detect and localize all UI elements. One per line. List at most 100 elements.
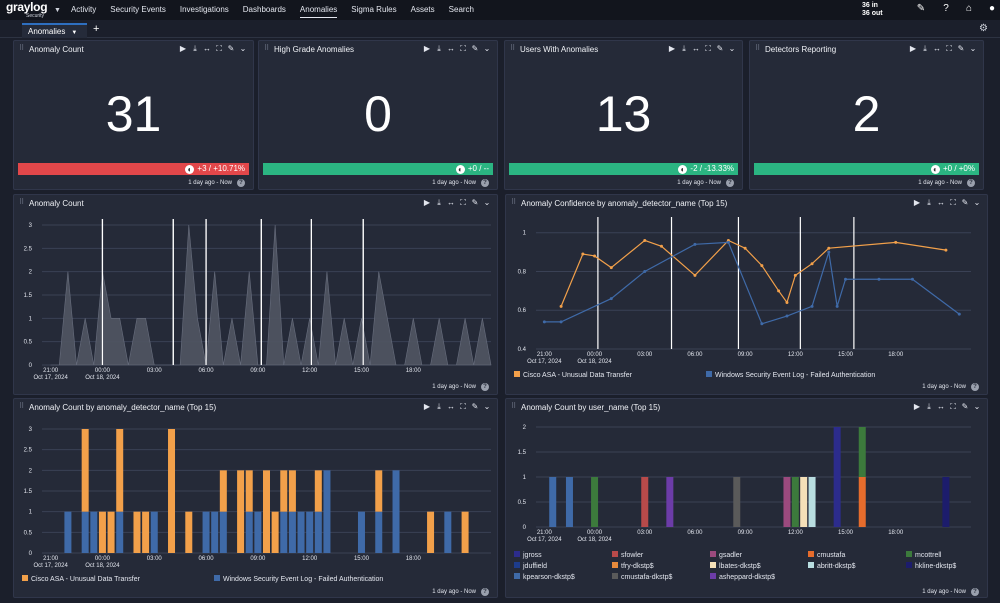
fullscreen-icon[interactable]: ⛶ — [460, 402, 466, 411]
fullscreen-icon[interactable]: ⛶ — [460, 44, 466, 53]
edit-icon[interactable]: ✎ — [957, 44, 965, 53]
play-icon[interactable]: ▶ — [913, 198, 921, 207]
tab-anomalies[interactable]: Anomalies ▼ — [22, 23, 88, 38]
user-icon[interactable]: ● — [988, 3, 996, 14]
legend-item[interactable]: lbates-dkstp$ — [710, 562, 761, 570]
edit-icon[interactable]: ✎ — [916, 3, 926, 14]
nav-item-investigations[interactable]: Investigations — [179, 5, 229, 14]
help-icon[interactable]: ? — [237, 179, 245, 187]
nav-item-sigma-rules[interactable]: Sigma Rules — [351, 5, 397, 14]
add-tab-button[interactable]: + — [93, 23, 100, 35]
legend-item[interactable]: Cisco ASA - Unusual Data Transfer — [514, 371, 632, 379]
legend-item[interactable]: kpearson-dkstp$ — [514, 573, 575, 581]
legend-item[interactable]: abritt-dkstp$ — [808, 562, 856, 570]
expand-horizontal-icon[interactable]: ↔ — [933, 44, 941, 53]
edit-icon[interactable]: ✎ — [961, 198, 969, 207]
throughput-indicator[interactable]: 36 in 36 out — [862, 2, 883, 18]
legend-item[interactable]: asheppard-dkstp$ — [710, 573, 775, 581]
chevron-down-icon[interactable]: ⌄ — [973, 402, 981, 411]
chevron-down-icon[interactable]: ⌄ — [483, 198, 491, 207]
drag-handle-icon[interactable]: ⠿ — [511, 199, 517, 206]
home-icon[interactable]: ⌂ — [965, 3, 973, 14]
play-icon[interactable]: ▶ — [668, 44, 676, 53]
expand-horizontal-icon[interactable]: ↔ — [447, 402, 455, 411]
legend-item[interactable]: cmustafa — [808, 551, 845, 559]
fullscreen-icon[interactable]: ⛶ — [946, 44, 952, 53]
help-icon[interactable]: ? — [967, 179, 975, 187]
drag-handle-icon[interactable]: ⠿ — [511, 403, 517, 410]
legend-item[interactable]: cmustafa-dkstp$ — [612, 573, 672, 581]
expand-horizontal-icon[interactable]: ↔ — [447, 44, 455, 53]
play-icon[interactable]: ▶ — [423, 198, 431, 207]
play-icon[interactable]: ▶ — [909, 44, 917, 53]
play-icon[interactable]: ▶ — [179, 44, 187, 53]
play-icon[interactable]: ▶ — [423, 402, 431, 411]
legend-item[interactable]: Cisco ASA - Unusual Data Transfer — [22, 575, 140, 583]
download-icon[interactable]: ⤓ — [193, 44, 197, 53]
download-icon[interactable]: ⤓ — [437, 44, 441, 53]
nav-item-dashboards[interactable]: Dashboards — [242, 5, 286, 14]
chevron-down-icon[interactable]: ⌄ — [239, 44, 247, 53]
fullscreen-icon[interactable]: ⛶ — [950, 402, 956, 411]
drag-handle-icon[interactable]: ⠿ — [19, 403, 25, 410]
expand-horizontal-icon[interactable]: ↔ — [447, 198, 455, 207]
legend-item[interactable]: jgross — [514, 551, 542, 559]
drag-handle-icon[interactable]: ⠿ — [510, 45, 516, 52]
help-icon[interactable]: ? — [481, 383, 489, 391]
expand-horizontal-icon[interactable]: ↔ — [692, 44, 700, 53]
legend-item[interactable]: tfry-dkstp$ — [612, 562, 654, 570]
gear-icon[interactable]: ⚙ — [979, 23, 988, 34]
help-icon[interactable]: ? — [726, 179, 734, 187]
legend-item[interactable]: jduffield — [514, 562, 547, 570]
download-icon[interactable]: ⤓ — [923, 44, 927, 53]
graylog-logo[interactable]: graylog Security — [6, 0, 50, 20]
nav-item-search[interactable]: Search — [448, 5, 475, 14]
nav-item-activity[interactable]: Activity — [70, 5, 97, 14]
edit-icon[interactable]: ✎ — [471, 402, 479, 411]
edit-icon[interactable]: ✎ — [716, 44, 724, 53]
legend-item[interactable]: hkline-dkstp$ — [906, 562, 956, 570]
nav-item-anomalies[interactable]: Anomalies — [299, 2, 338, 18]
legend-item[interactable]: gsadler — [710, 551, 742, 559]
fullscreen-icon[interactable]: ⛶ — [705, 44, 711, 53]
help-icon[interactable]: ? — [971, 588, 979, 596]
legend-item[interactable]: Windows Security Event Log - Failed Auth… — [706, 371, 875, 379]
download-icon[interactable]: ⤓ — [927, 402, 931, 411]
help-icon[interactable]: ? — [971, 383, 979, 391]
help-icon[interactable]: ? — [481, 588, 489, 596]
chevron-down-icon[interactable]: ⌄ — [969, 44, 977, 53]
chevron-down-icon[interactable]: ▼ — [71, 30, 78, 36]
download-icon[interactable]: ⤓ — [437, 402, 441, 411]
edit-icon[interactable]: ✎ — [471, 198, 479, 207]
fullscreen-icon[interactable]: ⛶ — [950, 198, 956, 207]
nav-item-assets[interactable]: Assets — [410, 5, 435, 14]
fullscreen-icon[interactable]: ⛶ — [460, 198, 466, 207]
nav-item-security-events[interactable]: Security Events — [110, 5, 166, 14]
edit-icon[interactable]: ✎ — [961, 402, 969, 411]
chevron-down-icon[interactable]: ⌄ — [483, 402, 491, 411]
expand-horizontal-icon[interactable]: ↔ — [203, 44, 211, 53]
play-icon[interactable]: ▶ — [913, 402, 921, 411]
expand-horizontal-icon[interactable]: ↔ — [937, 402, 945, 411]
legend-item[interactable]: Windows Security Event Log - Failed Auth… — [214, 575, 383, 583]
chevron-down-icon[interactable]: ⌄ — [973, 198, 981, 207]
play-icon[interactable]: ▶ — [423, 44, 431, 53]
drag-handle-icon[interactable]: ⠿ — [755, 45, 761, 52]
legend-item[interactable]: sfowler — [612, 551, 643, 559]
drag-handle-icon[interactable]: ⠿ — [19, 199, 25, 206]
chevron-down-icon[interactable]: ▼ — [54, 6, 61, 14]
help-icon[interactable]: ? — [481, 179, 489, 187]
expand-horizontal-icon[interactable]: ↔ — [937, 198, 945, 207]
legend-item[interactable]: mcottrell — [906, 551, 941, 559]
edit-icon[interactable]: ✎ — [471, 44, 479, 53]
download-icon[interactable]: ⤓ — [927, 198, 931, 207]
download-icon[interactable]: ⤓ — [682, 44, 686, 53]
fullscreen-icon[interactable]: ⛶ — [216, 44, 222, 53]
drag-handle-icon[interactable]: ⠿ — [19, 45, 25, 52]
chevron-down-icon[interactable]: ⌄ — [728, 44, 736, 53]
drag-handle-icon[interactable]: ⠿ — [264, 45, 270, 52]
edit-icon[interactable]: ✎ — [227, 44, 235, 53]
help-icon[interactable]: ? — [943, 3, 949, 14]
chevron-down-icon[interactable]: ⌄ — [483, 44, 491, 53]
download-icon[interactable]: ⤓ — [437, 198, 441, 207]
